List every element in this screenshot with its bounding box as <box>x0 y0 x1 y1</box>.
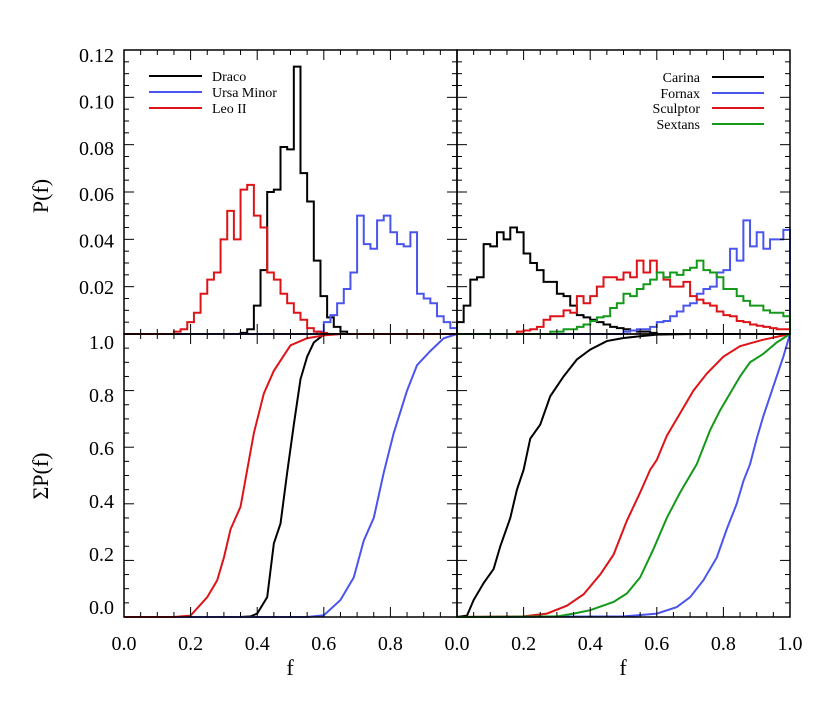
y-tick-label: 0.06 <box>79 184 114 206</box>
x-tick-label: 0.2 <box>511 633 536 655</box>
legend-label-ursa-minor: Ursa Minor <box>212 86 277 101</box>
x-tick-label: 0.4 <box>578 633 603 655</box>
x-tick-label: 0.4 <box>245 633 270 655</box>
y-tick-label: 0.8 <box>89 385 114 407</box>
histogram-draco <box>124 65 457 335</box>
panel-top-left <box>124 65 458 335</box>
histogram-fornax <box>457 219 791 335</box>
y-tick-label: 1.0 <box>89 332 114 354</box>
cumulative-carina <box>456 333 790 618</box>
legend-label-sculptor: Sculptor <box>653 102 701 117</box>
histogram-sextans <box>457 259 791 335</box>
x-tick-label: 0.8 <box>711 633 736 655</box>
y-tick-label: 0.02 <box>79 277 114 299</box>
cumulative-ursa-minor <box>124 333 458 618</box>
x-tick-label: 0.0 <box>445 633 470 655</box>
histogram-sculptor <box>457 259 791 335</box>
x-tick-label: 0.6 <box>311 633 336 655</box>
x-tick-label: 1.0 <box>778 633 803 655</box>
cumulative-sextans <box>456 333 791 618</box>
x-tick-label: 0.2 <box>178 633 203 655</box>
y-axis-label-top: P(f) <box>28 179 53 213</box>
panel-bottom-right <box>456 333 791 618</box>
legend-label-leo-ii: Leo II <box>212 102 247 117</box>
cumulative-sculptor <box>456 333 791 618</box>
histogram-leo-ii <box>124 183 457 335</box>
x-axis-label-right: f <box>619 655 627 680</box>
panel-frame-bottom-left <box>123 333 458 618</box>
legend-top-right: Carina Fornax Sculptor Sextans <box>653 71 764 133</box>
histogram-ursa-minor <box>124 214 458 335</box>
x-tick-label: 0.6 <box>644 633 669 655</box>
y-tick-label: 0.10 <box>79 91 114 113</box>
y-tick-label: 0.12 <box>79 45 114 67</box>
panel-bottom-left <box>124 333 458 618</box>
panel-top-right <box>456 219 791 335</box>
cumulative-leo-ii <box>124 333 457 618</box>
legend-top-left: Draco Ursa Minor Leo II <box>149 70 277 117</box>
cumulative-draco <box>124 333 457 618</box>
y-tick-label: 0.08 <box>79 138 114 160</box>
y-axis-label-bottom: ΣP(f) <box>28 452 53 499</box>
y-tick-label: 0.4 <box>89 491 114 513</box>
y-tick-label: 0.2 <box>89 544 114 566</box>
legend-label-draco: Draco <box>212 70 246 85</box>
y-tick-label: 0.04 <box>79 231 114 253</box>
legend-label-sextans: Sextans <box>656 118 700 133</box>
x-tick-label: 0.8 <box>378 633 403 655</box>
cumulative-fornax <box>456 333 791 618</box>
histogram-carina <box>456 226 790 335</box>
x-tick-label: 0.0 <box>112 633 137 655</box>
y-tick-label: 0.0 <box>89 597 114 619</box>
y-tick-label: 0.6 <box>89 438 114 460</box>
x-axis-label-left: f <box>286 655 294 680</box>
legend-label-fornax: Fornax <box>660 87 700 102</box>
legend-label-carina: Carina <box>663 71 701 86</box>
